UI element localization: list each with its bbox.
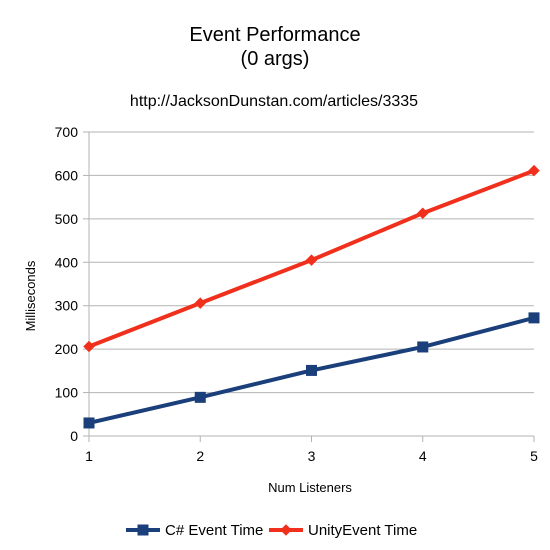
y-tick-label: 200	[55, 341, 79, 357]
data-point	[417, 207, 429, 219]
data-point	[306, 364, 317, 376]
x-tick-labels: 1 2 3 4 5	[85, 448, 538, 464]
data-point	[417, 341, 429, 353]
data-point	[194, 297, 206, 309]
x-tick-label: 2	[196, 448, 204, 464]
data-point	[528, 312, 540, 324]
chart-title-line-2: (0 args)	[241, 48, 310, 70]
x-tick-label: 1	[85, 448, 93, 464]
legend: C# Event Time UnityEvent Time	[126, 522, 417, 539]
y-tick-label: 500	[55, 211, 79, 227]
axes	[83, 131, 535, 442]
data-point	[528, 164, 540, 177]
chart-subtitle: http://JacksonDunstan.com/articles/3335	[130, 93, 418, 110]
x-tick-label: 3	[308, 448, 316, 464]
y-tick-label: 300	[55, 298, 79, 314]
legend-label: C# Event Time	[165, 522, 263, 539]
data-point	[305, 254, 318, 266]
legend-label: UnityEvent Time	[308, 522, 417, 539]
data-point	[194, 391, 206, 403]
legend-swatch-marker	[280, 524, 292, 536]
y-tick-label: 700	[55, 124, 79, 140]
chart-title-line-1: Event Performance	[189, 24, 360, 46]
y-tick-label: 400	[55, 254, 79, 270]
series	[83, 164, 540, 429]
legend-item: C# Event Time	[126, 522, 263, 539]
x-tick-label: 4	[419, 448, 427, 464]
series-1	[83, 312, 540, 429]
gridlines	[89, 131, 534, 394]
x-axis-label: Num Listeners	[268, 480, 352, 495]
y-axis-label: Milliseconds	[23, 260, 38, 331]
series-2	[83, 164, 540, 353]
x-tick-label: 5	[530, 448, 538, 464]
y-tick-labels: 0 100 200 300 400 500 600 700	[55, 124, 79, 444]
y-tick-label: 600	[55, 167, 79, 183]
data-point	[83, 417, 95, 429]
y-tick-label: 0	[70, 428, 78, 444]
legend-swatch-marker	[137, 524, 149, 536]
chart-title: Event Performance (0 args)	[189, 24, 360, 70]
legend-item: UnityEvent Time	[269, 522, 417, 539]
y-tick-label: 100	[55, 385, 79, 401]
data-point	[83, 340, 95, 353]
